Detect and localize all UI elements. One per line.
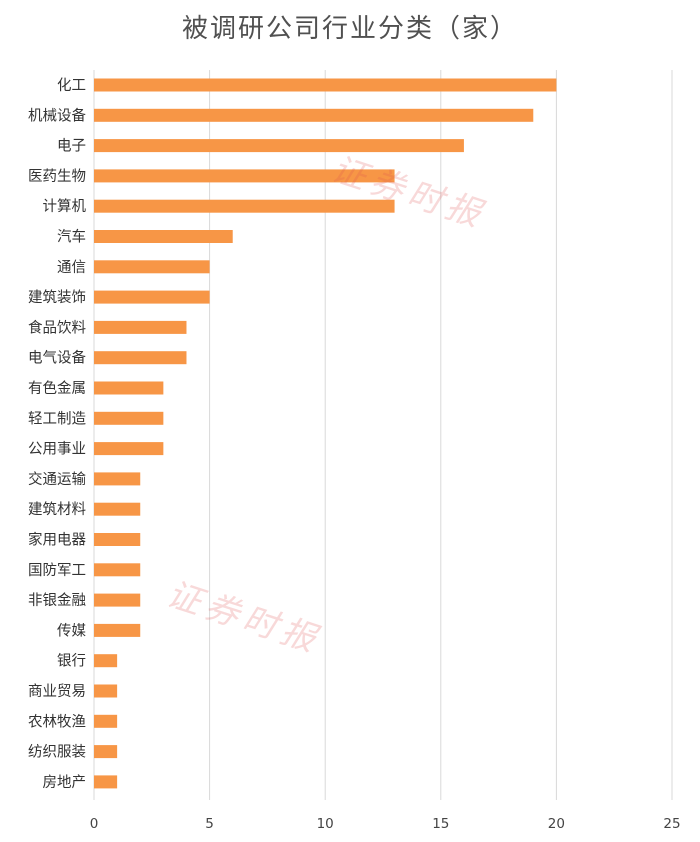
category-labels: 化工机械设备电子医药生物计算机汽车通信建筑装饰食品饮料电气设备有色金属轻工制造公… [28, 77, 86, 791]
category-label: 银行 [57, 653, 86, 670]
category-label: 公用事业 [28, 441, 86, 458]
bar [94, 714, 118, 728]
category-label: 计算机 [43, 198, 87, 215]
category-label: 建筑材料 [28, 501, 86, 518]
category-label: 通信 [57, 259, 86, 276]
category-label: 房地产 [43, 774, 87, 791]
bar [94, 442, 164, 456]
category-label: 食品饮料 [28, 319, 86, 336]
bar [94, 411, 164, 425]
category-label: 商业贸易 [28, 683, 86, 700]
bar [94, 502, 141, 516]
category-label: 国防军工 [28, 562, 86, 579]
bars [94, 78, 557, 789]
bar [94, 654, 118, 668]
category-label: 纺织服装 [28, 744, 86, 761]
x-tick-label: 5 [205, 816, 214, 832]
category-label: 轻工制造 [28, 410, 86, 427]
category-label: 家用电器 [28, 532, 86, 549]
category-label: 传媒 [57, 622, 86, 639]
bar [94, 623, 141, 637]
bar [94, 139, 464, 153]
bar [94, 684, 118, 698]
bar [94, 230, 233, 243]
category-label: 交通运输 [28, 470, 86, 488]
bar [94, 108, 534, 122]
bar [94, 351, 187, 365]
bar [94, 745, 118, 759]
bar [94, 775, 118, 789]
bar [94, 381, 164, 395]
category-label: 非银金融 [28, 592, 86, 609]
x-tick-label: 20 [548, 816, 565, 832]
category-label: 机械设备 [28, 107, 86, 124]
category-label: 化工 [57, 77, 86, 94]
bar [94, 563, 141, 577]
x-tick-label: 15 [432, 816, 449, 832]
bar [94, 78, 557, 92]
category-label: 电子 [57, 138, 86, 155]
bar [94, 593, 141, 607]
gridlines [93, 70, 673, 800]
category-label: 有色金属 [28, 380, 86, 397]
bar [94, 199, 395, 213]
category-label: 农林牧渔 [28, 713, 86, 730]
x-tick-label: 25 [663, 816, 680, 832]
bar [94, 533, 141, 546]
x-axis-tick-labels: 0 5 10 15 20 25 [90, 816, 681, 832]
bar [94, 472, 141, 486]
bar [94, 260, 210, 274]
x-tick-label: 10 [317, 816, 334, 832]
category-label: 建筑装饰 [28, 289, 86, 306]
category-label: 医药生物 [28, 168, 86, 185]
category-label: 汽车 [57, 229, 86, 246]
category-label: 电气设备 [28, 350, 86, 367]
bar [94, 290, 210, 304]
chart-title: 被调研公司行业分类（家） [181, 14, 518, 44]
bar [94, 169, 395, 183]
x-tick-label: 0 [90, 816, 99, 832]
bar [94, 320, 187, 334]
